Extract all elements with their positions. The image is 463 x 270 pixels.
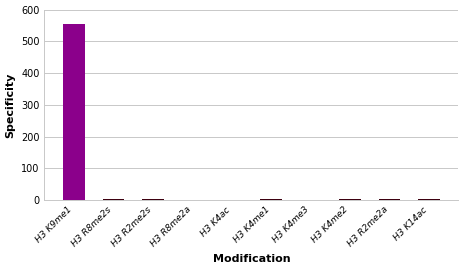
Bar <box>102 199 124 200</box>
Bar <box>260 199 282 200</box>
Y-axis label: Specificity: Specificity <box>6 72 16 138</box>
X-axis label: Modification: Modification <box>212 254 290 264</box>
Bar <box>417 199 438 200</box>
Bar <box>338 199 360 200</box>
Bar <box>378 199 400 200</box>
Bar <box>63 25 85 200</box>
Bar <box>142 199 163 200</box>
